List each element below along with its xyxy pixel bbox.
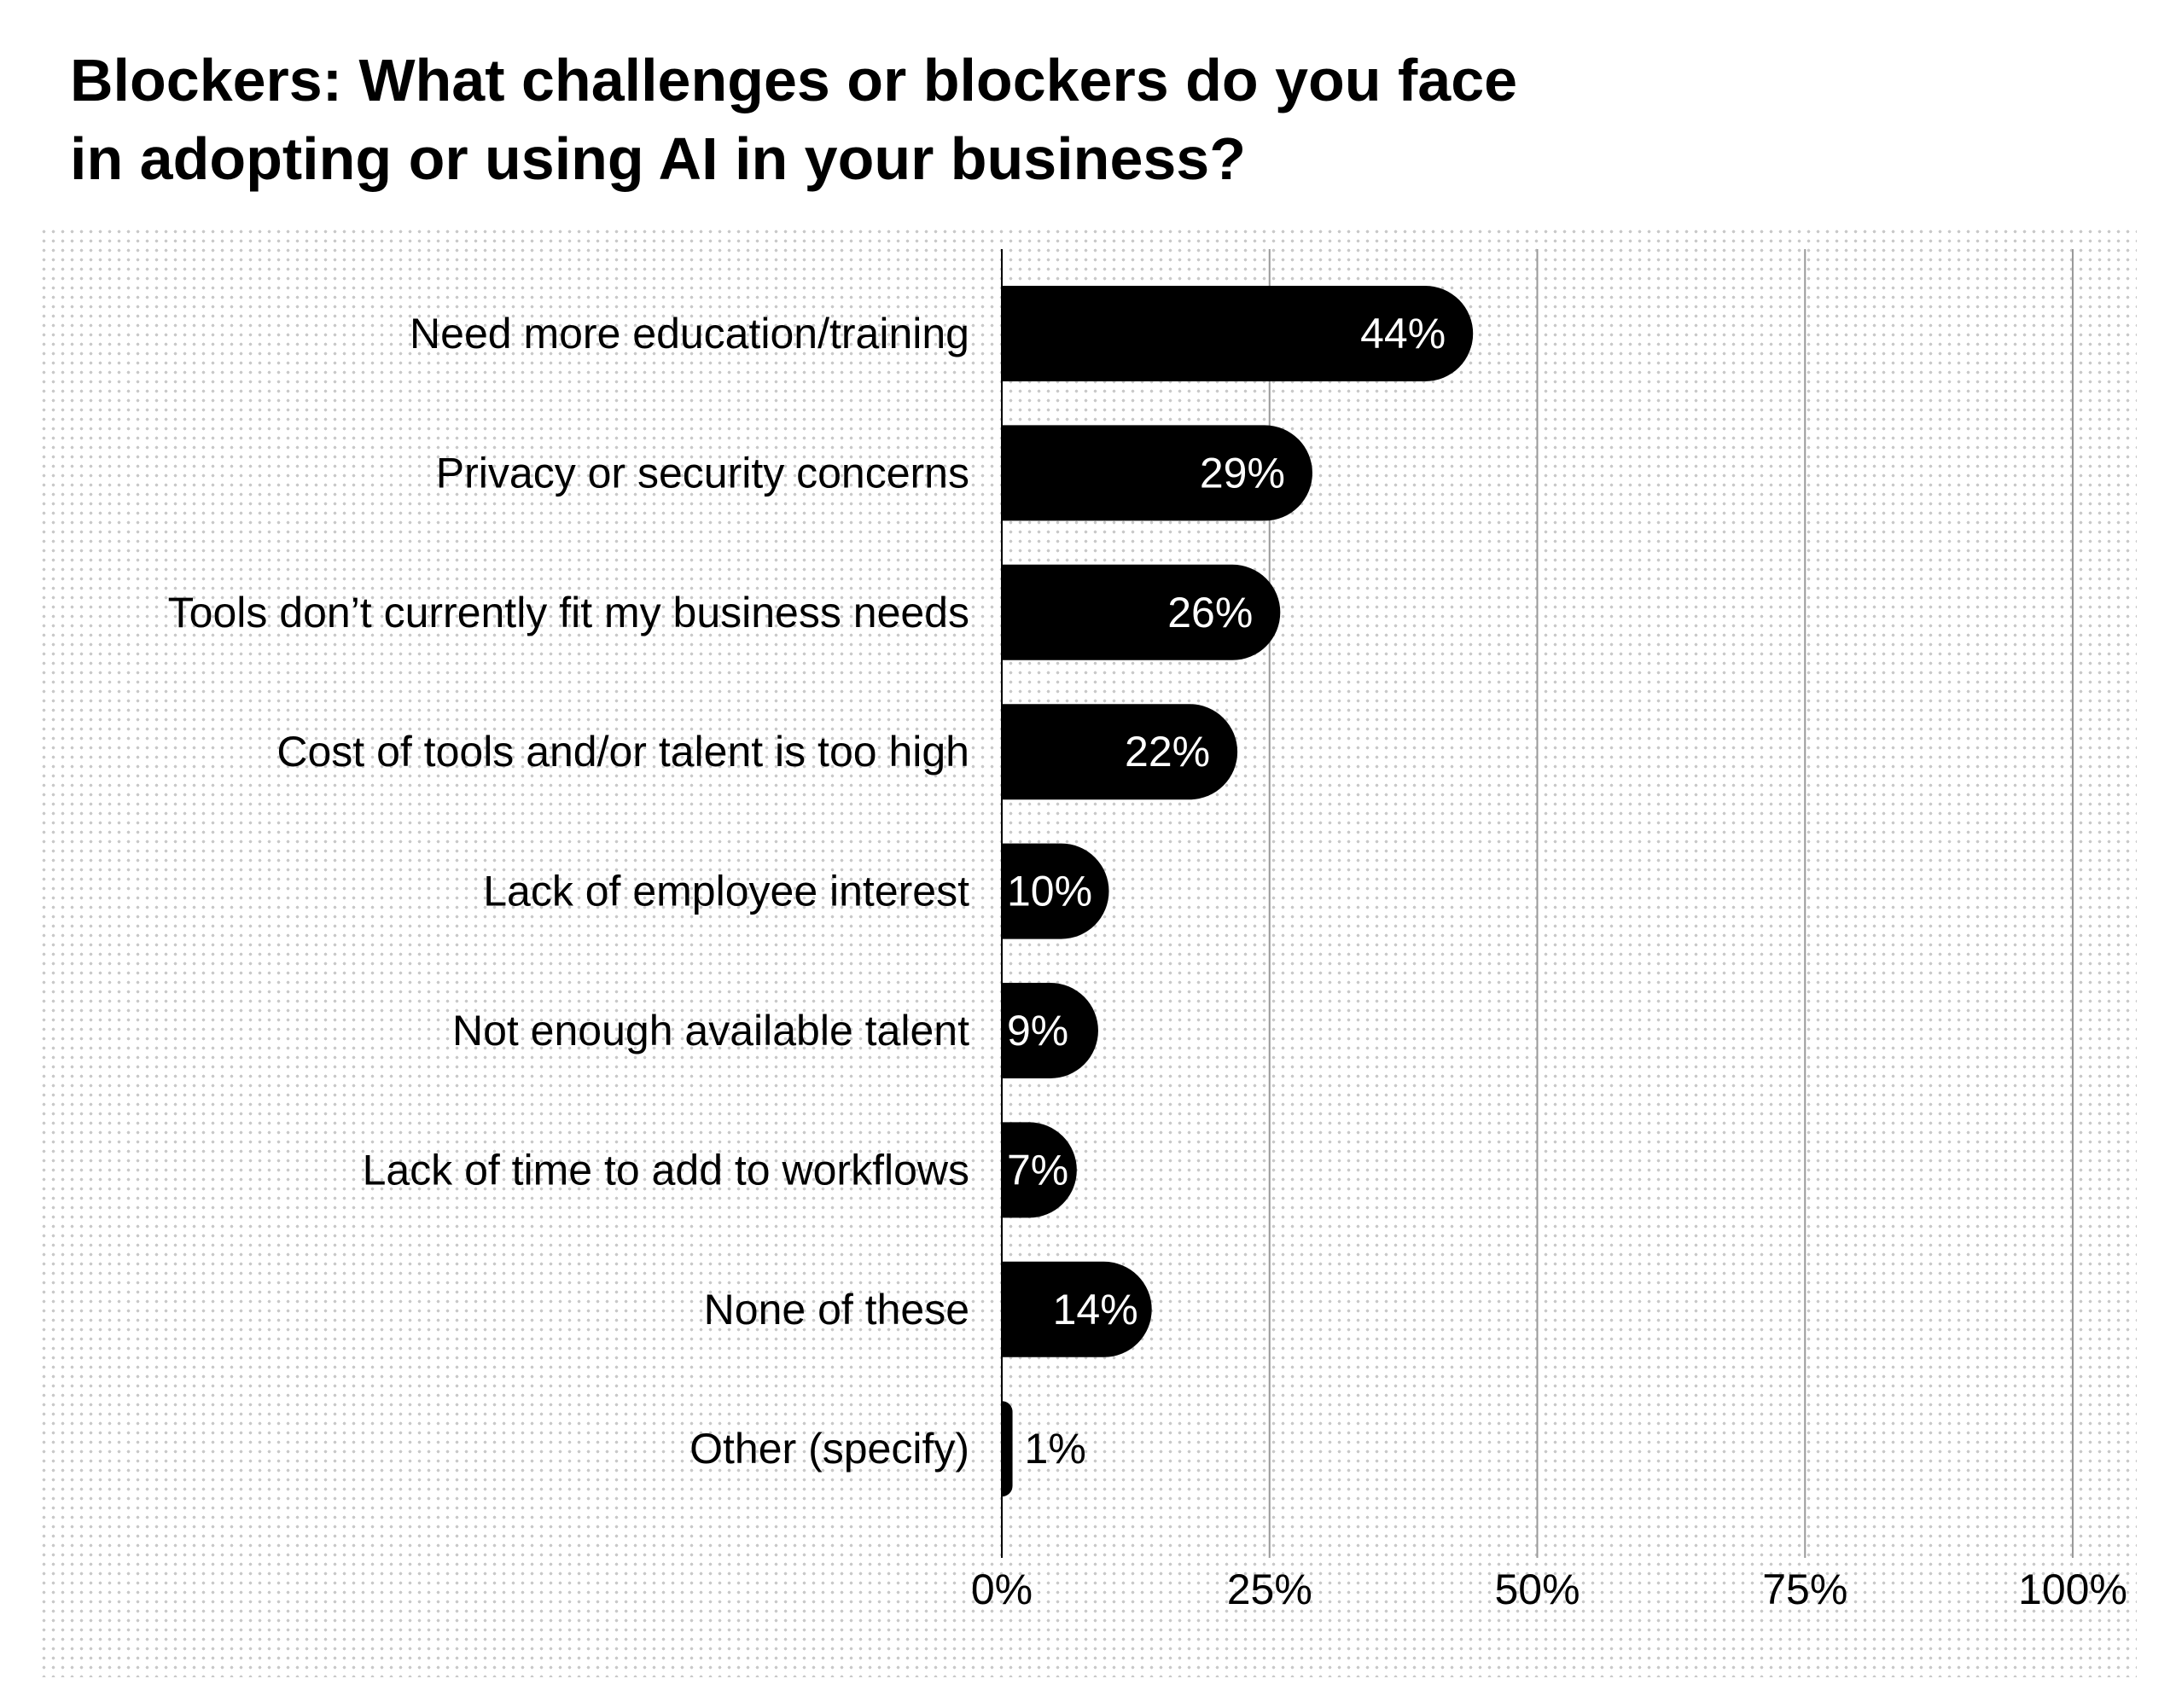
bar-chart: Need more education/training 44% Privacy o… [168,249,2127,1613]
bar [1002,1401,1013,1497]
value-label: 22% [1125,728,1210,776]
bar [1002,564,1281,660]
category-label: Lack of time to add to workflows [363,1146,969,1194]
bar [1002,1261,1152,1357]
category-label: Not enough available talent [452,1007,969,1054]
value-label: 10% [1007,868,1092,915]
x-tick-label: 75% [1762,1566,1847,1613]
bar [1002,704,1238,800]
value-label: 26% [1167,589,1253,636]
bar [1002,843,1109,939]
value-label: 9% [1007,1007,1068,1054]
category-label: Tools don’t currently fit my business ne… [168,589,969,636]
bar [1002,286,1474,381]
value-label: 14% [1053,1286,1138,1333]
category-label: Lack of employee interest [483,868,969,915]
value-label: 1% [1025,1425,1086,1473]
chart-title-line-2: in adopting or using AI in your business… [70,125,1246,192]
x-tick-label: 0% [971,1566,1033,1613]
chart-panel: Need more education/training 44% Privacy o… [39,227,2137,1677]
category-label: Other (specify) [689,1425,969,1473]
chart-title-line-1: Blockers: What challenges or blockers do… [70,47,1518,113]
value-label: 44% [1360,310,1446,357]
value-label: 7% [1007,1146,1068,1194]
bar [1002,1122,1077,1218]
bar [1002,425,1312,521]
x-tick-label: 50% [1494,1566,1580,1613]
value-label: 29% [1200,449,1285,497]
category-label: Cost of tools and/or talent is too high [276,728,969,776]
bar [1002,983,1098,1078]
x-tick-label: 100% [2018,1566,2127,1613]
category-label: Need more education/training [410,310,969,357]
x-tick-label: 25% [1227,1566,1312,1613]
category-label: None of these [704,1286,969,1333]
chart-title: Blockers: What challenges or blockers do… [70,41,1947,198]
category-label: Privacy or security concerns [436,449,969,497]
